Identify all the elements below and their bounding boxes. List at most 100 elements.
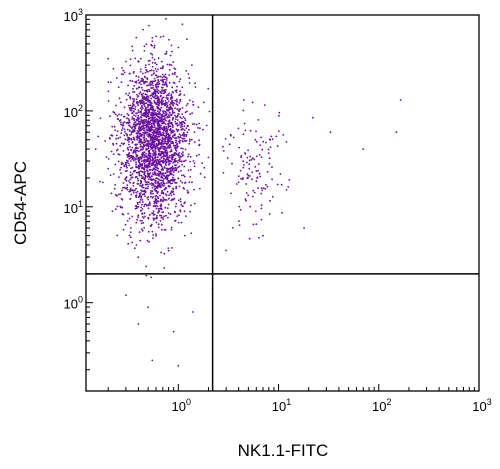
data-point	[133, 91, 136, 93]
tick-exponent: 1	[286, 397, 291, 407]
data-point	[262, 140, 265, 143]
data-point	[150, 74, 153, 77]
data-point	[163, 83, 166, 86]
data-point	[146, 166, 148, 169]
data-point	[172, 104, 175, 107]
data-point	[249, 155, 252, 158]
data-point	[168, 119, 171, 122]
data-point	[128, 119, 131, 122]
data-point	[168, 144, 171, 146]
data-point	[162, 143, 165, 145]
data-point	[159, 208, 162, 210]
data-point	[168, 156, 171, 159]
data-point	[159, 214, 161, 217]
data-point	[255, 140, 258, 143]
data-point	[148, 117, 151, 120]
data-point	[265, 141, 267, 144]
data-point	[135, 36, 138, 39]
data-point	[147, 183, 149, 186]
data-point	[150, 276, 153, 279]
data-point	[143, 138, 146, 141]
data-point	[224, 138, 227, 140]
data-point	[149, 134, 152, 136]
data-point	[143, 189, 146, 192]
data-point	[193, 141, 196, 144]
data-point	[183, 122, 186, 125]
data-point	[174, 205, 177, 208]
data-point	[159, 138, 162, 141]
data-point	[151, 196, 154, 199]
data-point	[164, 228, 167, 231]
data-point	[142, 148, 144, 151]
data-point	[127, 141, 130, 143]
data-point	[254, 166, 257, 168]
data-point	[172, 187, 174, 190]
data-point	[235, 183, 238, 185]
data-point	[141, 216, 144, 218]
data-point	[203, 176, 206, 179]
data-point	[179, 210, 182, 213]
data-point	[179, 126, 182, 129]
data-point	[157, 144, 160, 146]
data-point	[275, 135, 278, 138]
data-point	[176, 215, 179, 218]
data-point	[134, 205, 137, 207]
data-point	[119, 168, 121, 171]
data-point	[144, 183, 147, 186]
data-point	[157, 128, 159, 131]
data-point	[168, 170, 171, 173]
data-point	[160, 100, 163, 103]
data-point	[171, 119, 174, 121]
data-point	[167, 167, 169, 170]
data-point	[169, 122, 172, 125]
data-point	[126, 169, 128, 172]
data-point	[151, 116, 154, 119]
data-point	[136, 117, 139, 119]
data-point	[129, 188, 132, 191]
data-point	[165, 149, 168, 152]
data-point	[248, 237, 251, 240]
data-point	[132, 101, 135, 103]
data-point	[162, 65, 165, 68]
data-point	[126, 112, 129, 115]
data-point	[142, 168, 145, 171]
data-point	[177, 171, 180, 173]
data-point	[148, 165, 151, 168]
data-point	[134, 127, 136, 130]
data-point	[265, 183, 267, 186]
data-point	[161, 145, 164, 148]
data-point	[154, 113, 156, 115]
tick-base: 10	[64, 105, 78, 120]
data-point	[280, 183, 283, 186]
data-point	[151, 95, 154, 98]
data-point	[268, 213, 271, 215]
data-point	[190, 204, 192, 207]
data-point	[181, 120, 184, 123]
data-point	[130, 174, 132, 177]
data-point	[150, 223, 153, 226]
data-point	[201, 162, 204, 165]
data-point	[145, 265, 148, 268]
data-point	[142, 221, 145, 224]
data-point	[246, 156, 249, 159]
data-point	[157, 191, 160, 193]
data-point	[186, 124, 189, 127]
data-point	[165, 17, 167, 20]
data-point	[159, 160, 162, 163]
data-point	[135, 98, 138, 101]
data-point	[148, 152, 150, 155]
data-point	[147, 181, 150, 184]
data-point	[138, 174, 141, 177]
data-point	[148, 202, 151, 205]
data-point	[170, 44, 173, 47]
data-point	[167, 126, 170, 129]
data-point	[193, 131, 196, 134]
data-point	[166, 155, 169, 158]
data-point	[160, 79, 162, 81]
data-point	[150, 164, 153, 167]
data-point	[168, 179, 170, 182]
data-point	[154, 205, 156, 207]
data-point	[151, 359, 154, 362]
data-point	[159, 179, 161, 182]
data-point	[269, 199, 271, 202]
